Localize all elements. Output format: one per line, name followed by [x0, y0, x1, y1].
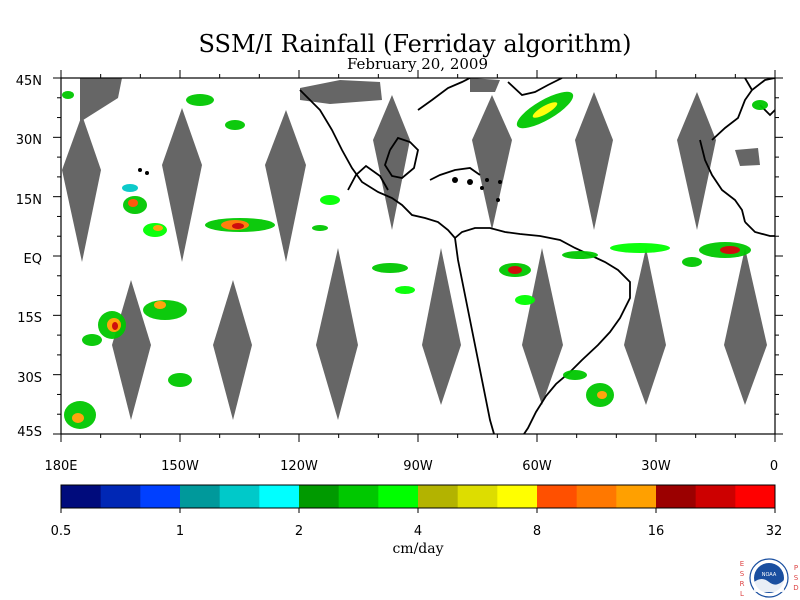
- noaa-badge-text: NOAA: [762, 572, 777, 578]
- lon-label: 180E: [44, 459, 77, 474]
- logo-left-letter: L: [740, 590, 744, 598]
- legend-color-swatch: [616, 485, 657, 508]
- lat-label: EQ: [24, 252, 42, 267]
- map-title: SSM/I Rainfall (Ferriday algorithm): [198, 30, 632, 58]
- legend-color-swatch: [378, 485, 419, 508]
- lat-label: 45N: [16, 74, 42, 89]
- color-legend-frame: [60, 484, 776, 509]
- legend-tick-label: 32: [766, 524, 783, 539]
- legend-unit-label: cm/day: [392, 541, 443, 557]
- color-legend: [60, 485, 776, 513]
- legend-tick-label: 2: [295, 524, 303, 539]
- legend-color-swatch: [61, 485, 102, 508]
- legend-color-swatch: [576, 485, 617, 508]
- lat-label: 30S: [17, 371, 42, 386]
- lat-label: 15N: [16, 193, 42, 208]
- map-date: February 20, 2009: [346, 55, 489, 73]
- noaa-logo: E S R L P S D NOAA: [740, 558, 799, 598]
- lat-label: 15S: [17, 311, 42, 326]
- logo-right-letter: S: [794, 574, 799, 582]
- legend-color-swatch: [219, 485, 260, 508]
- legend-tick-label: 4: [414, 524, 422, 539]
- legend-color-swatch: [259, 485, 300, 508]
- legend-color-swatch: [299, 485, 340, 508]
- islands: [138, 168, 502, 202]
- lon-label: 30W: [641, 459, 671, 474]
- legend-color-swatch: [180, 485, 221, 508]
- legend-color-swatch: [695, 485, 736, 508]
- lon-label: 60W: [522, 459, 552, 474]
- lon-label: 150W: [161, 459, 199, 474]
- logo-right-letter: D: [793, 584, 798, 592]
- logo-left-letter: E: [740, 560, 744, 568]
- rainfall-areas: [62, 91, 768, 429]
- lon-label: 90W: [403, 459, 433, 474]
- longitude-labels: 180E 150W 120W 90W 60W 30W 0: [44, 459, 778, 474]
- logo-right-letter: P: [794, 564, 798, 572]
- legend-tick-label: 16: [648, 524, 665, 539]
- legend-color-swatch: [656, 485, 697, 508]
- swath-gaps: [62, 78, 767, 420]
- legend-tick-label: 1: [176, 524, 184, 539]
- legend-tick-label: 0.5: [51, 524, 72, 539]
- legend-color-swatch: [100, 485, 141, 508]
- color-legend-ticks: 0.5 1 2 4 8 16 32: [51, 524, 783, 539]
- lat-label: 45S: [17, 425, 42, 440]
- legend-color-swatch: [735, 485, 776, 508]
- logo-left-letter: R: [740, 580, 745, 588]
- legend-color-swatch: [537, 485, 578, 508]
- lon-label: 120W: [280, 459, 318, 474]
- legend-color-swatch: [338, 485, 379, 508]
- legend-color-swatch: [140, 485, 181, 508]
- legend-tick-label: 8: [533, 524, 541, 539]
- latitude-labels: 45N 30N 15N EQ 15S 30S 45S: [16, 74, 42, 440]
- lon-label: 0: [770, 459, 778, 474]
- legend-color-swatch: [418, 485, 459, 508]
- map-field: [62, 78, 775, 434]
- lat-label: 30N: [16, 133, 42, 148]
- legend-color-swatch: [457, 485, 498, 508]
- coastlines: [299, 78, 775, 434]
- logo-left-letter: S: [740, 570, 745, 578]
- legend-color-swatch: [497, 485, 538, 508]
- map-ticks: [53, 70, 783, 442]
